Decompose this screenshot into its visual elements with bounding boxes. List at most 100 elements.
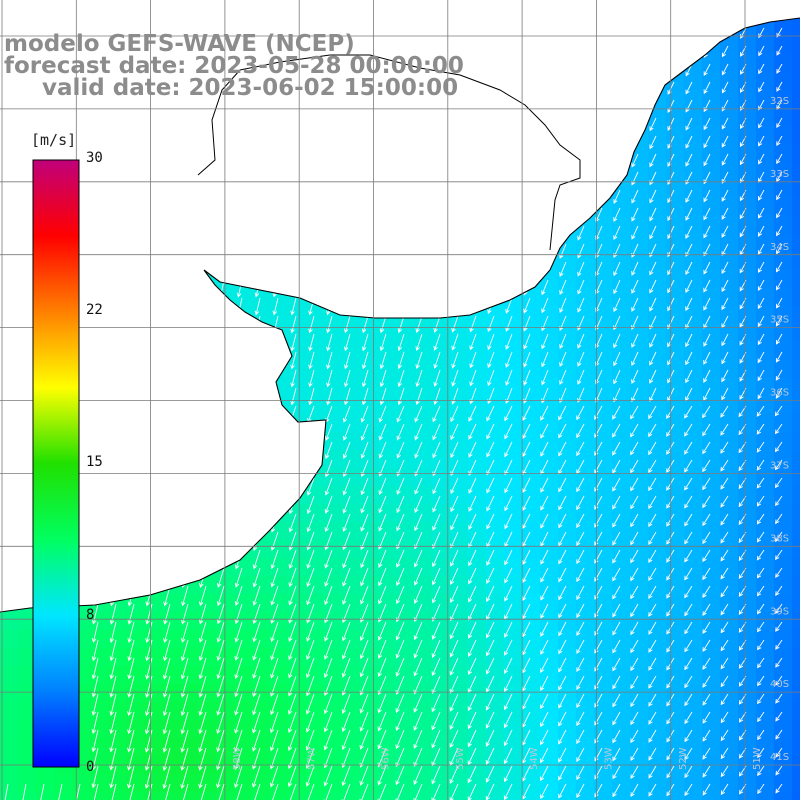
wind-arrow xyxy=(253,423,261,442)
wind-arrow xyxy=(129,315,135,334)
speed-cell xyxy=(702,414,721,433)
speed-cell xyxy=(252,108,271,127)
wind-arrow xyxy=(323,657,333,678)
speed-cell xyxy=(684,18,703,19)
wind-arrow xyxy=(361,261,369,280)
wind-arrow xyxy=(395,729,405,750)
speed-cell xyxy=(414,180,433,199)
speed-cell xyxy=(90,504,109,523)
wind-arrow xyxy=(199,441,207,460)
colorbar-tick-label: 0 xyxy=(86,759,95,775)
speed-cell xyxy=(162,630,181,649)
wind-arrow xyxy=(326,189,333,208)
speed-cell xyxy=(270,432,289,451)
speed-cell xyxy=(126,648,145,667)
speed-cell xyxy=(180,450,199,469)
speed-cell xyxy=(702,594,721,613)
speed-cell xyxy=(774,522,793,541)
speed-cell xyxy=(774,774,793,793)
wind-arrow xyxy=(288,477,297,496)
speed-cell xyxy=(702,792,721,800)
wind-arrow xyxy=(288,603,297,624)
speed-cell xyxy=(486,288,505,307)
speed-cell xyxy=(288,576,307,595)
speed-cell xyxy=(18,774,37,793)
speed-cell xyxy=(612,36,631,55)
speed-cell xyxy=(360,720,379,739)
wind-arrow xyxy=(756,603,765,615)
wind-arrow xyxy=(323,783,333,800)
wind-arrow xyxy=(576,603,585,619)
wind-arrow xyxy=(180,675,189,698)
wind-arrow xyxy=(111,18,117,28)
wind-arrow xyxy=(183,225,189,244)
speed-cell xyxy=(504,90,523,109)
wind-arrow xyxy=(540,765,549,782)
speed-cell xyxy=(702,270,721,289)
speed-cell xyxy=(360,126,379,145)
wind-arrow xyxy=(758,63,765,75)
speed-cell xyxy=(558,414,577,433)
wind-arrow xyxy=(326,315,333,334)
wind-arrow xyxy=(270,639,279,661)
speed-cell xyxy=(792,360,800,379)
wind-arrow xyxy=(684,657,693,671)
wind-arrow xyxy=(775,531,783,543)
speed-cell xyxy=(396,144,415,163)
speed-cell xyxy=(144,702,163,721)
wind-arrow xyxy=(775,711,783,722)
speed-cell xyxy=(630,702,649,721)
speed-cell xyxy=(792,126,800,145)
colorbar-tick-label: 22 xyxy=(86,302,103,318)
wind-arrow xyxy=(503,729,513,747)
wind-arrow xyxy=(577,369,585,385)
wind-arrow xyxy=(198,621,207,643)
wind-arrow xyxy=(540,477,549,493)
wind-arrow xyxy=(91,747,99,771)
speed-cell xyxy=(522,306,541,325)
speed-cell xyxy=(396,468,415,487)
speed-cell xyxy=(756,396,775,415)
speed-cell xyxy=(756,702,775,721)
speed-cell xyxy=(0,684,19,703)
wind-arrow xyxy=(541,63,549,79)
wind-arrow xyxy=(216,621,225,643)
speed-cell xyxy=(360,486,379,505)
speed-cell xyxy=(90,576,109,595)
speed-cell xyxy=(216,324,235,343)
speed-cell xyxy=(288,630,307,649)
wind-arrow xyxy=(775,729,783,740)
wind-arrow xyxy=(576,513,585,529)
speed-cell xyxy=(684,792,703,800)
wind-arrow xyxy=(92,549,99,570)
wind-arrow xyxy=(236,153,243,172)
wind-arrow xyxy=(377,693,387,714)
wind-arrow xyxy=(612,693,621,708)
speed-cell xyxy=(504,288,523,307)
wind-arrow xyxy=(522,621,531,638)
wind-arrow xyxy=(360,495,369,514)
speed-cell xyxy=(792,594,800,613)
speed-cell xyxy=(126,486,145,505)
wind-arrow xyxy=(486,405,495,422)
wind-arrow xyxy=(648,405,657,420)
speed-cell xyxy=(396,558,415,577)
wind-arrow xyxy=(487,45,495,62)
wind-arrow xyxy=(558,549,567,565)
wind-arrow xyxy=(630,747,639,762)
speed-cell xyxy=(252,594,271,613)
wind-arrow xyxy=(145,567,153,589)
wind-arrow xyxy=(469,18,477,27)
wind-arrow xyxy=(272,333,279,352)
speed-cell xyxy=(468,432,487,451)
wind-arrow xyxy=(252,783,261,800)
speed-cell xyxy=(18,630,37,649)
speed-cell xyxy=(468,144,487,163)
wind-arrow xyxy=(631,18,639,24)
wind-arrow xyxy=(774,477,783,489)
wind-arrow xyxy=(450,441,459,459)
wind-arrow xyxy=(413,729,423,749)
speed-cell xyxy=(198,540,217,559)
wind-arrow xyxy=(758,117,765,129)
speed-cell xyxy=(324,522,343,541)
